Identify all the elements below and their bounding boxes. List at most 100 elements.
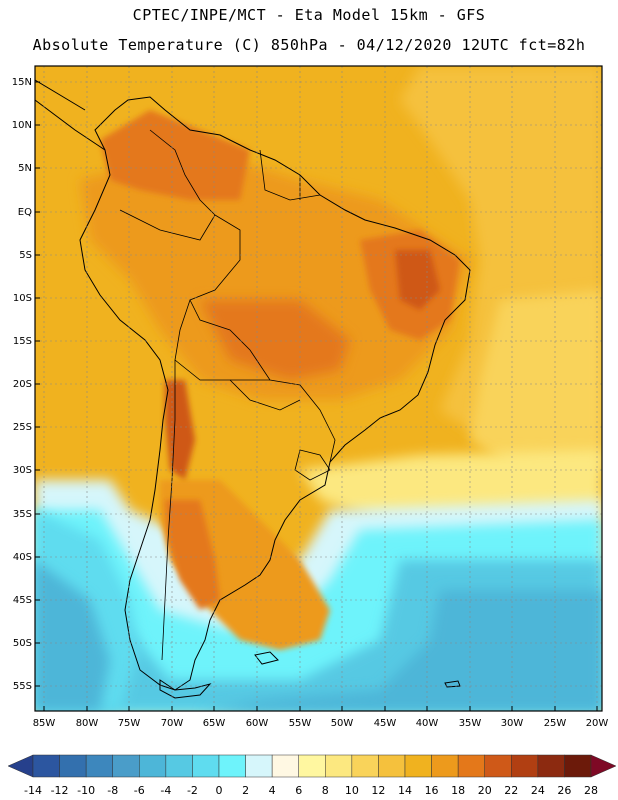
colorbar-swatch bbox=[245, 754, 273, 778]
field-patagonia-hot bbox=[165, 500, 220, 610]
colorbar-swatch bbox=[351, 754, 379, 778]
field-band-yellow-east bbox=[470, 290, 602, 470]
lat-label: 5N bbox=[18, 163, 32, 174]
colorbar-swatch bbox=[457, 754, 485, 778]
lat-label: 15S bbox=[13, 336, 32, 347]
tierra-del-fuego bbox=[159, 679, 212, 699]
colorbar-swatch bbox=[431, 754, 459, 778]
coastline bbox=[35, 79, 471, 699]
field-hot-north bbox=[100, 110, 250, 200]
lat-label: 25S bbox=[13, 422, 32, 433]
colorbar-label: 14 bbox=[398, 784, 412, 797]
border-colombia-venezuela bbox=[149, 129, 216, 216]
longitude-labels: 85W 80W 75W 70W 65W 60W 55W 50W 45W 40W … bbox=[33, 718, 609, 729]
lat-label: 15N bbox=[12, 77, 32, 88]
colorbar-label: 8 bbox=[322, 784, 329, 797]
field-hot-interior bbox=[200, 300, 350, 380]
colorbar-swatch bbox=[404, 754, 432, 778]
field-hot-andes bbox=[165, 380, 195, 480]
border-bolivia bbox=[174, 299, 270, 381]
lon-label: 85W bbox=[33, 718, 56, 729]
lat-label: 30S bbox=[13, 465, 32, 476]
colorbar-label: -12 bbox=[51, 784, 69, 797]
colorbar-label: -8 bbox=[107, 784, 118, 797]
colorbar-label: 16 bbox=[425, 784, 439, 797]
south-america-coastline bbox=[79, 96, 471, 691]
falklands bbox=[254, 651, 279, 665]
colorbar: -14 -12 -10 -8 -6 -4 -2 0 2 4 6 8 10 12 14 16 18 20 22 24 26… bbox=[7, 754, 617, 797]
colorbar-swatch bbox=[298, 754, 326, 778]
border-argentina-chile bbox=[161, 360, 176, 661]
colorbar-arrow-low bbox=[7, 754, 34, 778]
lon-label: 40W bbox=[416, 718, 439, 729]
lon-label: 65W bbox=[203, 718, 226, 729]
temperature-field bbox=[35, 66, 602, 711]
colorbar-swatch bbox=[378, 754, 406, 778]
colorbar-arrow-high bbox=[590, 754, 617, 778]
field-very-hot-northeast bbox=[395, 250, 440, 310]
colorbar-label: 28 bbox=[584, 784, 598, 797]
border-colombia-peru bbox=[119, 209, 216, 241]
lat-label: 55S bbox=[13, 681, 32, 692]
lat-label: 50S bbox=[13, 638, 32, 649]
lat-label: 40S bbox=[13, 552, 32, 563]
map-title-line-1: CPTEC/INPE/MCT - Eta Model 15km - GFS bbox=[132, 6, 486, 24]
colorbar-label: 2 bbox=[242, 784, 249, 797]
colorbar-label: 4 bbox=[269, 784, 276, 797]
colorbar-label: -4 bbox=[160, 784, 171, 797]
lon-label: 30W bbox=[501, 718, 524, 729]
lat-label: 20S bbox=[13, 379, 32, 390]
lon-label: 75W bbox=[118, 718, 141, 729]
lat-label: 5S bbox=[19, 250, 32, 261]
lon-label: 60W bbox=[246, 718, 269, 729]
field-warm-interior bbox=[80, 150, 470, 400]
colorbar-label: 22 bbox=[504, 784, 518, 797]
lon-label: 80W bbox=[76, 718, 99, 729]
field-cool-deep bbox=[200, 590, 602, 711]
central-america-coast bbox=[35, 79, 106, 151]
lon-label: 45W bbox=[374, 718, 397, 729]
field-pacific-cold-deep bbox=[35, 560, 110, 711]
colorbar-label: -2 bbox=[187, 784, 198, 797]
border-brazil-west bbox=[189, 214, 336, 463]
lon-label: 35W bbox=[459, 718, 482, 729]
lon-label: 50W bbox=[331, 718, 354, 729]
colorbar-swatch bbox=[32, 754, 60, 778]
lat-label: 10S bbox=[13, 293, 32, 304]
lon-label: 20W bbox=[586, 718, 609, 729]
latitude-labels: 15N 10N 5N EQ 5S 10S 15S 20S 25S 30S 35S… bbox=[12, 77, 32, 692]
lat-label: 45S bbox=[13, 595, 32, 606]
colorbar-swatch bbox=[139, 754, 167, 778]
country-borders bbox=[119, 129, 336, 661]
colorbar-label: -10 bbox=[77, 784, 95, 797]
colorbar-swatch bbox=[564, 754, 592, 778]
colorbar-swatch bbox=[165, 754, 193, 778]
lat-label: EQ bbox=[18, 207, 32, 218]
lon-label: 70W bbox=[161, 718, 184, 729]
colorbar-swatch bbox=[271, 754, 299, 778]
colorbar-swatch bbox=[511, 754, 539, 778]
colorbar-label: -14 bbox=[24, 784, 42, 797]
colorbar-label: 26 bbox=[557, 784, 571, 797]
colorbar-label: 12 bbox=[371, 784, 385, 797]
colorbar-label: 6 bbox=[295, 784, 302, 797]
lon-label: 55W bbox=[289, 718, 312, 729]
border-paraguay bbox=[229, 379, 301, 411]
colorbar-label: 24 bbox=[531, 784, 545, 797]
colorbar-swatch bbox=[85, 754, 113, 778]
lat-label: 35S bbox=[13, 509, 32, 520]
colorbar-swatch bbox=[484, 754, 512, 778]
map-frame bbox=[34, 65, 603, 712]
colorbar-label: 18 bbox=[451, 784, 465, 797]
map-title-line-2: Absolute Temperature (C) 850hPa - 04/12/… bbox=[32, 36, 586, 54]
lat-label: 10N bbox=[12, 120, 32, 131]
colorbar-swatch bbox=[59, 754, 87, 778]
colorbar-swatch bbox=[112, 754, 140, 778]
frame-ticks bbox=[35, 81, 598, 711]
colorbar-swatch bbox=[325, 754, 353, 778]
colorbar-label: 20 bbox=[478, 784, 492, 797]
colorbar-swatch bbox=[218, 754, 246, 778]
lon-label: 25W bbox=[544, 718, 567, 729]
border-uruguay bbox=[294, 449, 331, 481]
